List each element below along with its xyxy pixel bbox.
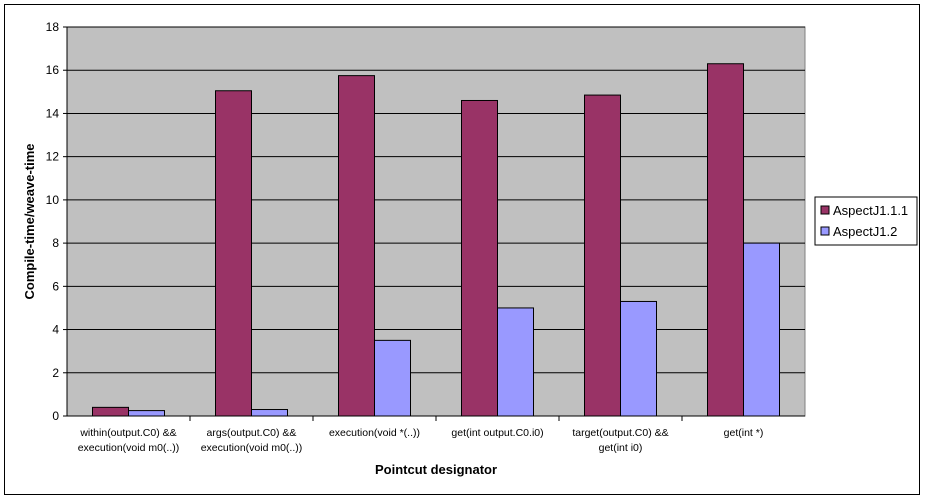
- bar-aspectj1-1-1: [92, 406, 129, 417]
- y-tick-label: 8: [52, 236, 59, 250]
- bar-aspectj1-1-1: [338, 75, 375, 417]
- x-category-label: execution(void m0(..)): [78, 442, 180, 454]
- x-category-label: execution(void m0(..)): [201, 442, 303, 454]
- plot-area: [66, 26, 806, 417]
- y-tick-label: 10: [46, 193, 60, 207]
- legend-swatch: [820, 226, 830, 236]
- legend-label: AspectJ1.1.1: [833, 203, 908, 218]
- bar-aspectj1-1-1: [215, 90, 252, 417]
- legend-label: AspectJ1.2: [833, 224, 897, 239]
- y-tick-label: 18: [46, 20, 60, 34]
- x-category-label: execution(void *(..)): [329, 427, 420, 439]
- y-tick-label: 0: [52, 409, 59, 423]
- bar-aspectj1-2: [620, 300, 657, 417]
- x-axis-title: Pointcut designator: [375, 462, 497, 477]
- legend-box: [814, 196, 918, 246]
- y-tick-label: 12: [46, 150, 60, 164]
- bar-aspectj1-2: [128, 410, 165, 417]
- bar-aspectj1-1-1: [707, 63, 744, 417]
- y-tick-label: 14: [46, 106, 60, 120]
- bar-aspectj1-1-1: [461, 99, 498, 417]
- x-category-label: within(output.C0) &&: [79, 427, 176, 439]
- bar-aspectj1-2: [497, 307, 534, 417]
- bar-aspectj1-2: [743, 242, 780, 417]
- x-category-label: get(int output.C0.i0): [451, 427, 543, 439]
- x-category-label: get(int i0): [599, 442, 643, 454]
- y-axis-title: Compile-time/weave-time: [22, 143, 37, 299]
- x-category-label: target(output.C0) &&: [572, 427, 668, 439]
- legend-swatch: [820, 205, 830, 215]
- y-tick-label: 2: [52, 366, 59, 380]
- bars: [92, 63, 780, 417]
- y-tick-label: 4: [52, 323, 59, 337]
- x-category-label: get(int *): [724, 427, 764, 439]
- x-category-label: args(output.C0) &&: [207, 427, 297, 439]
- legend: AspectJ1.1.1 AspectJ1.2: [814, 196, 918, 246]
- axes: 0 2 4 6 8 10 12 14 16 18 within(output.C0) && execu…: [46, 20, 805, 454]
- bar-aspectj1-1-1: [584, 94, 621, 417]
- y-tick-label: 6: [52, 279, 59, 293]
- gridlines: [67, 26, 805, 374]
- bar-aspectj1-2: [251, 409, 288, 417]
- y-tick-label: 16: [46, 63, 60, 77]
- bar-aspectj1-2: [374, 339, 411, 417]
